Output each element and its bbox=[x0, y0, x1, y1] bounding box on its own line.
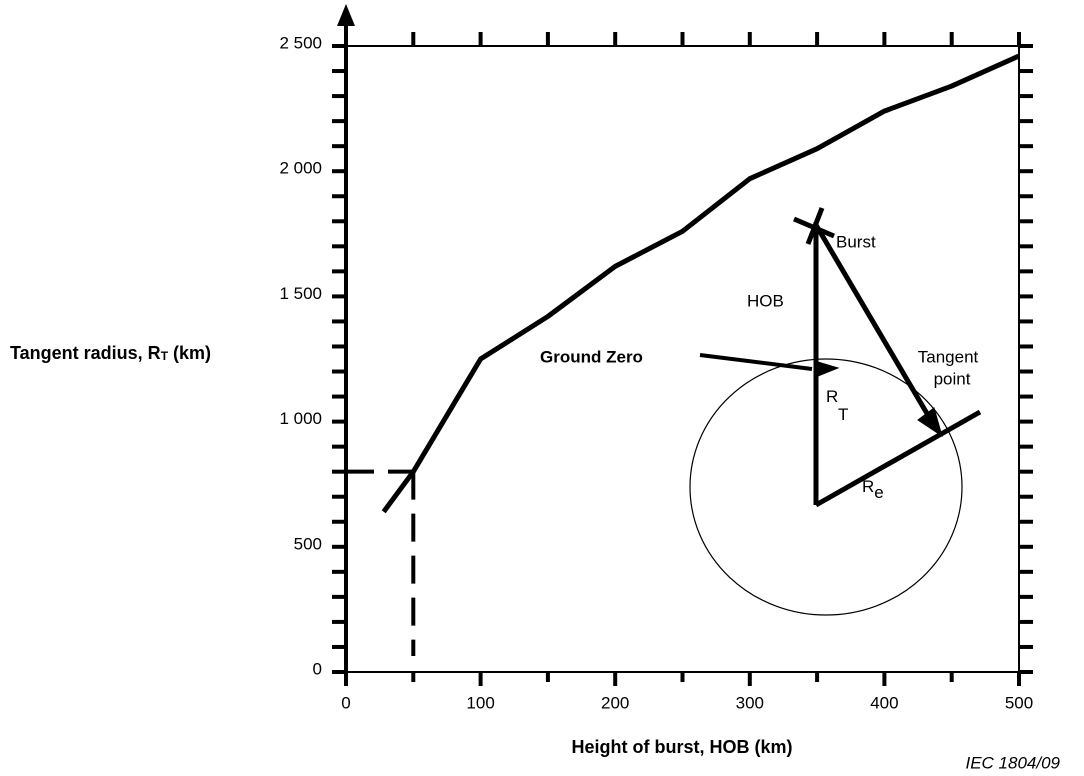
earth-circle bbox=[689, 358, 963, 616]
x-axis-label: Height of burst, HOB (km) bbox=[572, 737, 793, 757]
annotation: Re bbox=[862, 477, 884, 502]
x-tick-label: 300 bbox=[736, 693, 764, 712]
x-tick-label: 200 bbox=[601, 693, 629, 712]
annotation: RT bbox=[826, 387, 848, 424]
re-line bbox=[814, 409, 982, 508]
y-label-unit: (km) bbox=[168, 343, 211, 363]
line-of-sight bbox=[813, 223, 935, 424]
annotation: Tangent bbox=[918, 347, 979, 366]
y-axis-arrow bbox=[337, 4, 355, 26]
y-tick-label: 2 500 bbox=[279, 33, 322, 52]
burst-mark bbox=[793, 216, 835, 239]
arrow-head bbox=[917, 407, 943, 438]
arrow-head bbox=[817, 361, 840, 377]
x-tick-label: 500 bbox=[1005, 693, 1033, 712]
annotation: Burst bbox=[836, 232, 876, 251]
y-tick-label: 2 000 bbox=[279, 159, 322, 178]
annotation: Ground Zero bbox=[540, 347, 643, 366]
annotation-text: R bbox=[826, 387, 838, 406]
y-label-text: Tangent radius, R bbox=[10, 343, 161, 363]
x-tick-label: 100 bbox=[466, 693, 494, 712]
diagram bbox=[689, 207, 982, 616]
y-tick-label: 1 000 bbox=[279, 409, 322, 428]
y-tick-label: 0 bbox=[313, 659, 322, 678]
y-label-sub: T bbox=[161, 349, 169, 363]
x-tick-label: 400 bbox=[870, 693, 898, 712]
y-tick-label: 500 bbox=[294, 534, 322, 553]
y-tick-label: 1 500 bbox=[279, 284, 322, 303]
data-line bbox=[381, 53, 1021, 514]
annotation: point bbox=[934, 369, 971, 388]
ground-zero-pointer bbox=[699, 353, 813, 371]
y-axis-label: Tangent radius, RT (km) bbox=[10, 343, 211, 363]
x-tick-label: 0 bbox=[341, 693, 350, 712]
annotation-sub: e bbox=[874, 483, 883, 502]
annotation-sub: T bbox=[838, 405, 848, 424]
footer: IEC 1804/09 bbox=[965, 753, 1060, 772]
annotation: HOB bbox=[747, 291, 784, 310]
annotation-text: R bbox=[862, 477, 874, 496]
